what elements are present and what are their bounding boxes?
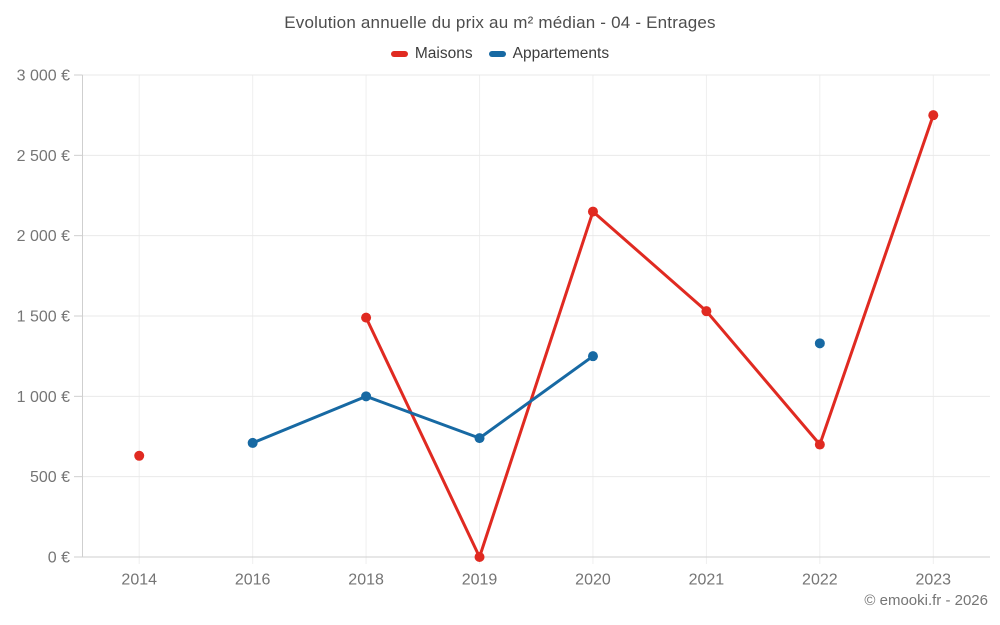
y-tick-label: 0 €	[48, 550, 70, 567]
legend: Maisons Appartements	[0, 45, 1000, 63]
data-point-appartements-2020[interactable]	[587, 351, 598, 362]
x-tick-label: 2023	[915, 572, 951, 589]
legend-marker-appartements	[488, 51, 506, 57]
x-tick-label: 2022	[802, 572, 838, 589]
legend-item-maisons[interactable]: Maisons	[390, 45, 473, 63]
copyright-credit: © emooki.fr - 2026	[864, 592, 988, 609]
data-point-appartements-2018[interactable]	[361, 391, 372, 402]
data-point-maisons-2019[interactable]	[474, 552, 485, 562]
data-point-maisons-2018[interactable]	[361, 312, 372, 323]
y-tick-label: 3 000 €	[17, 68, 70, 85]
x-tick-label: 2019	[462, 572, 498, 589]
y-tick-label: 2 000 €	[17, 228, 70, 245]
data-point-maisons-2023[interactable]	[928, 110, 939, 121]
data-point-maisons-2022[interactable]	[814, 439, 825, 450]
legend-item-appartements[interactable]: Appartements	[488, 45, 610, 63]
y-tick-label: 1 500 €	[17, 309, 70, 326]
data-point-appartements-2022[interactable]	[814, 338, 825, 349]
chart-title: Evolution annuelle du prix au m² médian …	[284, 13, 716, 32]
data-point-maisons-2020[interactable]	[587, 206, 598, 217]
y-tick-label: 1 000 €	[17, 389, 70, 406]
x-tick-label: 2014	[121, 572, 157, 589]
x-tick-label: 2020	[575, 572, 611, 589]
data-point-maisons-2021[interactable]	[701, 306, 712, 317]
x-tick-label: 2021	[689, 572, 725, 589]
y-tick-label: 500 €	[30, 469, 70, 486]
legend-label: Maisons	[414, 45, 473, 62]
data-point-appartements-2019[interactable]	[474, 433, 485, 444]
legend-label: Appartements	[512, 45, 610, 62]
series-line-maisons	[364, 113, 935, 559]
data-point-maisons-2014[interactable]	[134, 450, 145, 461]
data-point-appartements-2016[interactable]	[247, 437, 258, 448]
legend-marker-maisons	[390, 51, 408, 57]
series-line-appartements	[253, 343, 820, 443]
x-tick-label: 2018	[348, 572, 384, 589]
y-tick-label: 2 500 €	[17, 148, 70, 165]
x-tick-label: 2016	[235, 572, 271, 589]
